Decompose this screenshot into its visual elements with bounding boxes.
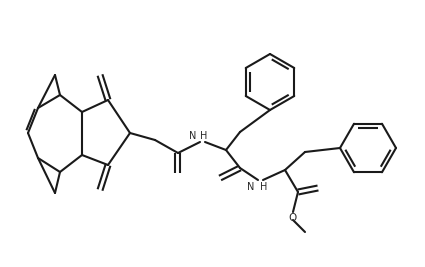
Text: H: H (200, 131, 207, 141)
Text: N: N (189, 131, 196, 141)
Text: H: H (260, 182, 267, 192)
Text: O: O (289, 213, 297, 223)
Text: N: N (246, 182, 254, 192)
